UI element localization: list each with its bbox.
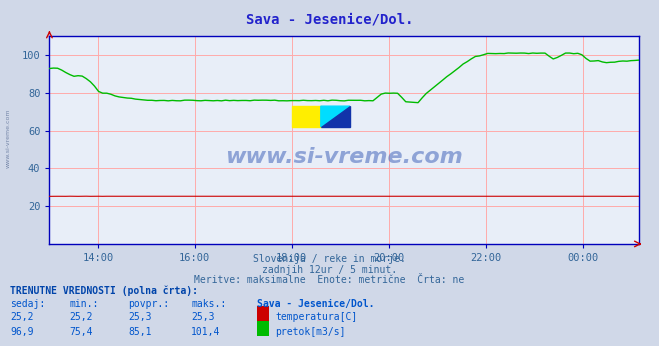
Text: 25,2: 25,2 <box>69 312 93 322</box>
Text: min.:: min.: <box>69 299 99 309</box>
Text: sedaj:: sedaj: <box>10 299 45 309</box>
Text: www.si-vreme.com: www.si-vreme.com <box>5 109 11 168</box>
Text: pretok[m3/s]: pretok[m3/s] <box>275 327 346 337</box>
Text: 101,4: 101,4 <box>191 327 221 337</box>
Text: povpr.:: povpr.: <box>129 299 169 309</box>
Text: 85,1: 85,1 <box>129 327 152 337</box>
Text: zadnjih 12ur / 5 minut.: zadnjih 12ur / 5 minut. <box>262 265 397 275</box>
Text: 25,3: 25,3 <box>191 312 215 322</box>
Text: 75,4: 75,4 <box>69 327 93 337</box>
Text: maks.:: maks.: <box>191 299 226 309</box>
Text: Sava - Jesenice/Dol.: Sava - Jesenice/Dol. <box>246 12 413 26</box>
Text: Meritve: maksimalne  Enote: metrične  Črta: ne: Meritve: maksimalne Enote: metrične Črta… <box>194 275 465 285</box>
Text: 96,9: 96,9 <box>10 327 34 337</box>
Text: www.si-vreme.com: www.si-vreme.com <box>225 147 463 167</box>
Text: TRENUTNE VREDNOSTI (polna črta):: TRENUTNE VREDNOSTI (polna črta): <box>10 285 198 296</box>
Text: Sava - Jesenice/Dol.: Sava - Jesenice/Dol. <box>257 299 374 309</box>
Text: Slovenija / reke in morje.: Slovenija / reke in morje. <box>253 254 406 264</box>
Bar <box>292 106 321 127</box>
Text: temperatura[C]: temperatura[C] <box>275 312 358 322</box>
Polygon shape <box>321 106 350 127</box>
Text: 25,3: 25,3 <box>129 312 152 322</box>
Text: 25,2: 25,2 <box>10 312 34 322</box>
Polygon shape <box>321 106 350 127</box>
